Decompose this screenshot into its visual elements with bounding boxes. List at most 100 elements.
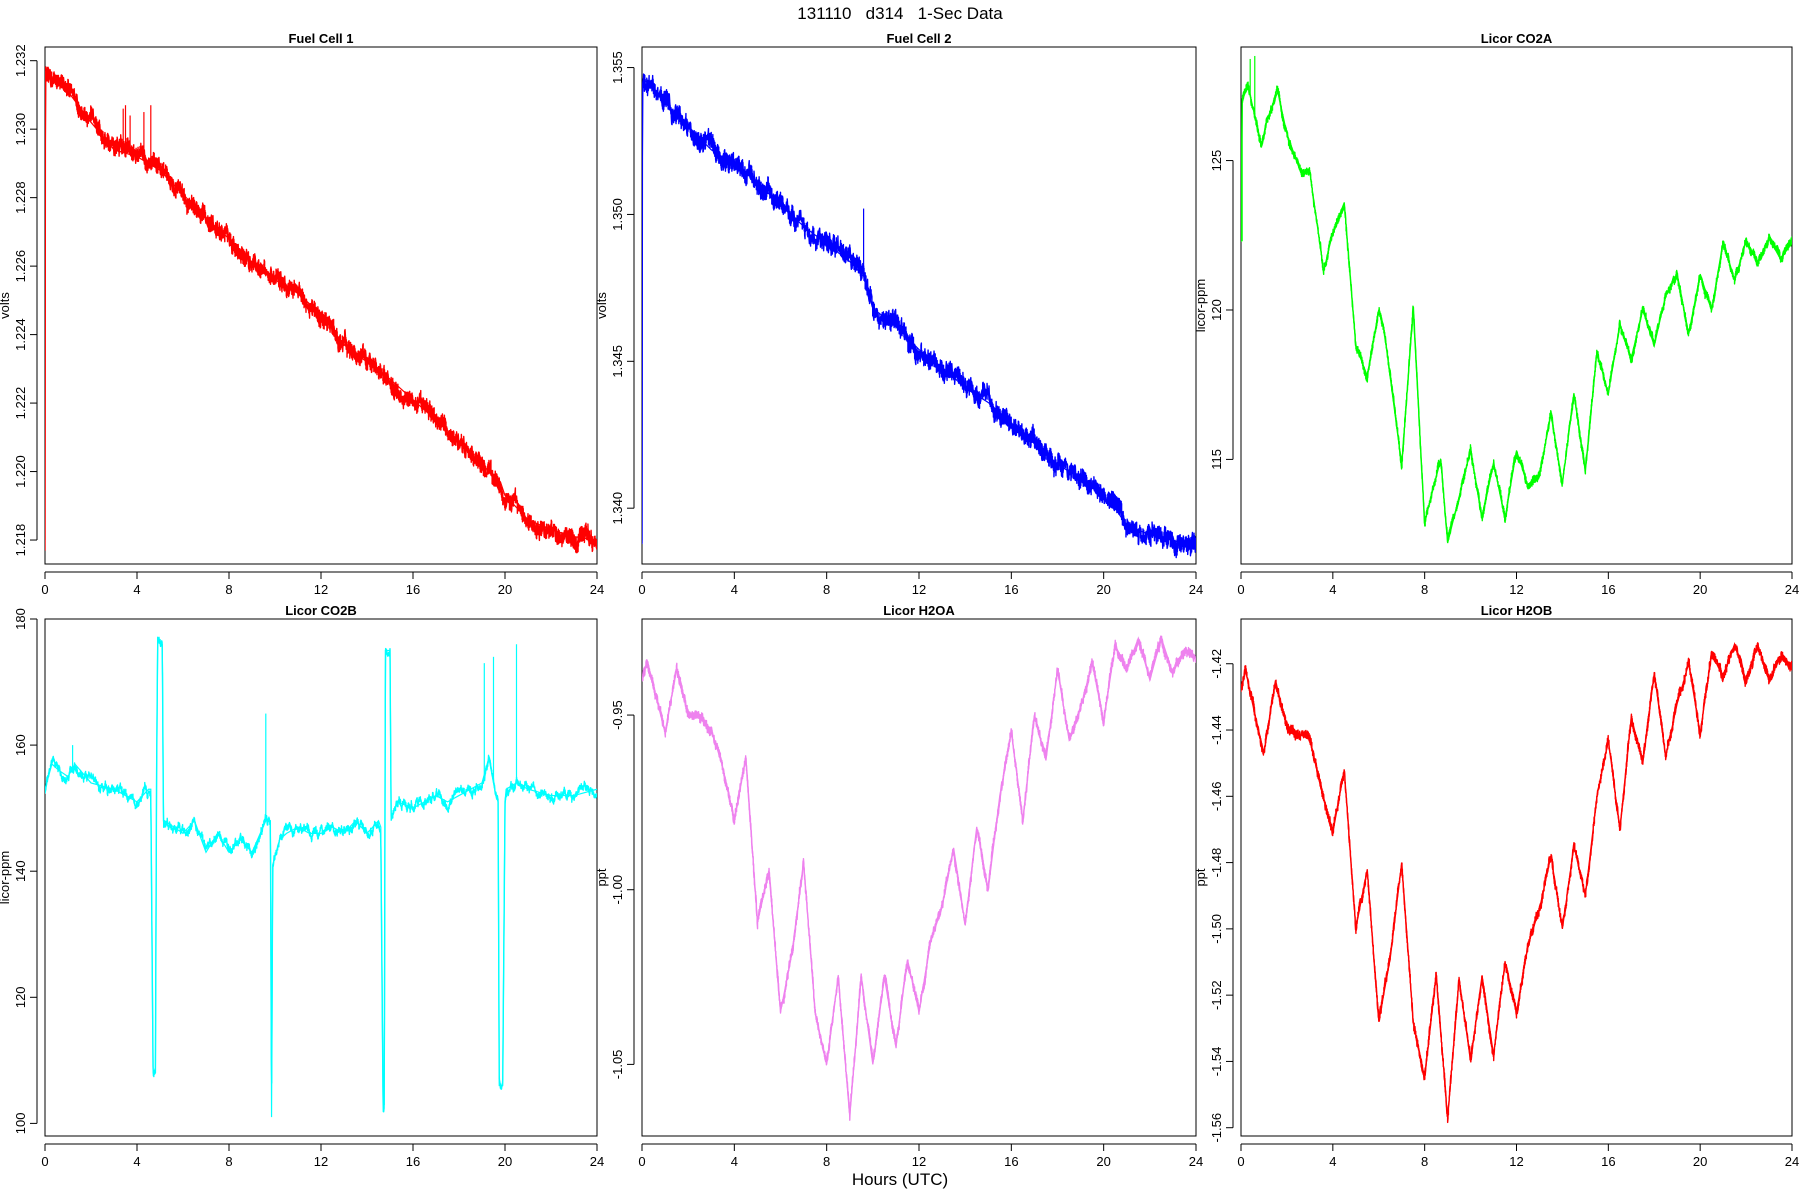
plot-frame (44, 618, 598, 1137)
panel-title: Fuel Cell 1 (288, 31, 353, 46)
y-tick-label: 1.345 (610, 345, 625, 378)
plot-frame (641, 618, 1197, 1137)
series-group (1241, 55, 1792, 544)
x-tick-label: 4 (133, 582, 140, 597)
figure-title: 131110 d314 1-Sec Data (797, 4, 1003, 23)
y-tick-label: 125 (1209, 150, 1224, 172)
x-tick-label: 12 (314, 582, 328, 597)
x-tick-label: 24 (1189, 1154, 1203, 1169)
x-tick-label: 24 (1785, 582, 1799, 597)
x-tick-label: 12 (1509, 1154, 1523, 1169)
series-outline-1 (45, 636, 597, 1118)
panel-title: Licor H2OA (883, 603, 955, 618)
x-tick-label: 16 (1004, 1154, 1018, 1169)
x-tick-label: 12 (1509, 582, 1523, 597)
x-tick-label: 4 (731, 1154, 738, 1169)
y-axis-label: volts (594, 292, 609, 319)
series-line-1 (642, 73, 1196, 559)
x-tick-label: 12 (912, 582, 926, 597)
x-tick-label: 4 (1329, 582, 1336, 597)
x-tick-label: 12 (314, 1154, 328, 1169)
series-group (45, 66, 597, 554)
x-tick-label: 4 (731, 582, 738, 597)
series-group (642, 635, 1196, 1121)
y-tick-label: -1.00 (610, 875, 625, 905)
x-tick-label: 16 (406, 582, 420, 597)
x-tick-label: 16 (1601, 582, 1615, 597)
y-tick-label: 160 (13, 734, 28, 756)
x-tick-label: 16 (1601, 1154, 1615, 1169)
series-line-1 (1241, 642, 1792, 1124)
series-outline-1 (642, 636, 1196, 1117)
x-tick-label: 8 (1421, 582, 1428, 597)
y-tick-label: 120 (13, 986, 28, 1008)
panel-2: Fuel Cell 2 0 4 8 12 16 20 24 1.340 1.345 1.350 1.3… (594, 31, 1203, 597)
y-tick-label: -1.46 (1209, 781, 1224, 811)
series-group (45, 636, 597, 1118)
y-tick-label: 1.232 (13, 44, 28, 77)
y-tick-label: -1.52 (1209, 980, 1224, 1010)
x-tick-label: 4 (133, 1154, 140, 1169)
x-tick-label: 16 (1004, 582, 1018, 597)
x-tick-label: 0 (638, 582, 645, 597)
panel-4: Licor CO2B 0 4 8 12 16 20 24 100 120 140 160 180 lico… (0, 603, 604, 1169)
plot-frame (1240, 46, 1793, 565)
panel-5: Licor H2OA 0 4 8 12 16 20 24 -0.95 -1.00 -1.05 ppt (594, 603, 1203, 1169)
y-tick-label: 1.340 (610, 492, 625, 525)
y-tick-label: -1.42 (1209, 649, 1224, 679)
x-axis-label: Hours (UTC) (851, 1170, 949, 1189)
x-tick-label: 20 (498, 1154, 512, 1169)
y-tick-label: 1.220 (13, 455, 28, 488)
panel-title: Fuel Cell 2 (886, 31, 951, 46)
panel-1: Fuel Cell 1 0 4 8 12 16 20 24 1.218 1.220 1.222 1.2… (0, 31, 604, 597)
series-outline-1 (1241, 641, 1792, 1118)
x-tick-label: 20 (1693, 582, 1707, 597)
y-axis-label: licor-ppm (0, 851, 12, 904)
plot-frame (44, 46, 598, 565)
y-tick-label: 120 (1209, 299, 1224, 321)
x-tick-label: 16 (406, 1154, 420, 1169)
y-tick-label: 1.228 (13, 181, 28, 214)
plot-frame (1240, 618, 1793, 1137)
x-tick-label: 24 (590, 1154, 604, 1169)
panel-3: Licor CO2A 0 4 8 12 16 20 24 115 120 125 licor-ppm (1193, 31, 1799, 597)
series-line-1 (642, 635, 1196, 1121)
y-tick-label: 1.350 (610, 198, 625, 231)
x-tick-label: 0 (41, 1154, 48, 1169)
y-tick-label: 180 (13, 608, 28, 630)
x-tick-label: 12 (912, 1154, 926, 1169)
y-tick-label: 140 (13, 860, 28, 882)
x-tick-label: 8 (823, 582, 830, 597)
x-tick-label: 4 (1329, 1154, 1336, 1169)
y-tick-label: 1.230 (13, 113, 28, 146)
y-tick-label: 100 (13, 1113, 28, 1135)
series-line-1 (1241, 81, 1792, 543)
series-group (642, 73, 1196, 559)
x-tick-label: 0 (41, 582, 48, 597)
y-tick-label: -1.50 (1209, 914, 1224, 944)
x-tick-label: 24 (1189, 582, 1203, 597)
y-axis-label: ppt (1193, 868, 1208, 886)
y-tick-label: -1.48 (1209, 848, 1224, 878)
y-tick-label: 115 (1209, 449, 1224, 470)
panel-title: Licor CO2B (285, 603, 357, 618)
y-tick-label: 1.224 (13, 318, 28, 351)
x-tick-label: 0 (638, 1154, 645, 1169)
y-tick-label: -1.56 (1209, 1113, 1224, 1143)
panel-title: Licor CO2A (1481, 31, 1553, 46)
y-axis-label: volts (0, 292, 12, 319)
series-outline-1 (45, 70, 597, 541)
x-tick-label: 20 (1096, 1154, 1110, 1169)
x-tick-label: 8 (823, 1154, 830, 1169)
y-tick-label: 1.226 (13, 250, 28, 283)
panel-title: Licor H2OB (1481, 603, 1553, 618)
y-tick-label: -1.05 (610, 1050, 625, 1080)
y-tick-label: -1.44 (1209, 715, 1224, 745)
x-tick-label: 8 (1421, 1154, 1428, 1169)
series-outline-1 (1241, 83, 1792, 544)
series-group (1241, 641, 1792, 1124)
series-line-1 (45, 66, 597, 554)
y-tick-label: 1.355 (610, 51, 625, 84)
y-axis-label: licor-ppm (1193, 279, 1208, 332)
